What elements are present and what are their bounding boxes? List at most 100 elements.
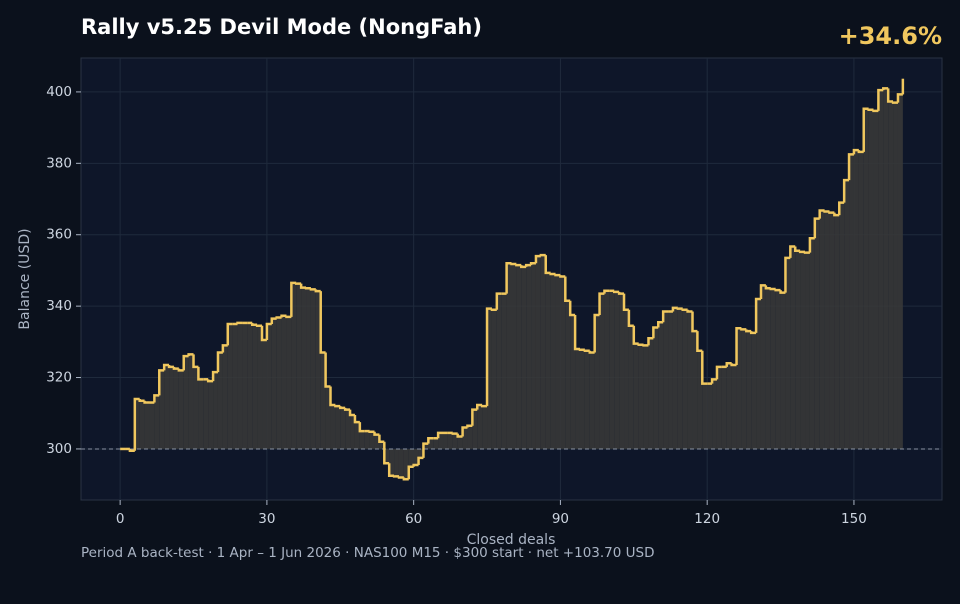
area-segment (242, 322, 248, 449)
step-segment (158, 369, 165, 396)
area-segment (589, 352, 595, 449)
area-segment (839, 202, 845, 449)
area-segment (232, 323, 238, 449)
area-segment (398, 448, 404, 478)
area-segment (535, 256, 541, 449)
area-segment (658, 322, 664, 449)
area-segment (540, 255, 546, 449)
step-segment (637, 343, 644, 346)
step-segment (309, 288, 316, 291)
area-segment (154, 395, 160, 449)
area-segment (379, 441, 385, 449)
area-segment (252, 324, 258, 449)
y-tick-label: 340 (46, 298, 72, 314)
area-segment (584, 350, 590, 449)
area-segment (403, 448, 409, 480)
step-segment (671, 306, 678, 312)
step-segment (642, 344, 649, 347)
area-segment (359, 431, 365, 449)
step-segment (451, 432, 458, 435)
area-segment (477, 405, 483, 449)
area-segment (668, 311, 673, 449)
step-segment (299, 283, 307, 289)
area-segment (384, 448, 390, 464)
area-segment (716, 366, 722, 449)
step-segment (759, 284, 766, 299)
step-segment (143, 400, 150, 404)
step-segment (696, 331, 703, 353)
step-segment (603, 289, 610, 294)
x-axis-label: Closed deals (467, 532, 556, 548)
area-segment (452, 433, 458, 449)
area-segment (555, 275, 561, 449)
area-segment (286, 316, 292, 449)
area-segment (374, 434, 380, 449)
area-segment (619, 293, 625, 449)
step-segment (549, 272, 556, 276)
step-segment (216, 351, 223, 373)
step-segment (784, 256, 791, 293)
area-segment (785, 257, 791, 449)
area-segment (795, 250, 801, 449)
area-segment (570, 315, 576, 449)
step-segment (471, 408, 478, 426)
area-segment (805, 252, 810, 449)
area-segment (350, 415, 355, 449)
y-tick-label: 380 (46, 155, 72, 171)
area-segment (516, 265, 522, 449)
area-segment (638, 344, 644, 449)
area-segment (888, 101, 894, 449)
area-segment (550, 274, 556, 449)
step-segment (397, 476, 404, 479)
step-segment (774, 288, 781, 292)
area-segment (198, 379, 204, 449)
step-segment (162, 363, 170, 371)
area-segment (628, 325, 634, 449)
step-segment (735, 327, 742, 366)
area-segment (672, 307, 678, 449)
step-segment (422, 442, 429, 458)
area-segment (306, 288, 311, 449)
step-segment (480, 404, 488, 408)
step-segment (691, 311, 698, 333)
area-segment (443, 432, 448, 449)
area-segment (853, 150, 859, 449)
area-segment (472, 409, 478, 449)
area-segment (824, 211, 830, 449)
step-segment (324, 352, 331, 388)
area-segment (354, 422, 360, 449)
step-segment (128, 448, 135, 452)
area-segment (144, 402, 150, 449)
area-segment (809, 238, 815, 449)
area-segment (413, 448, 419, 466)
step-segment (657, 320, 664, 328)
area-segment (863, 108, 869, 449)
area-segment (457, 436, 463, 449)
step-segment (197, 366, 204, 381)
step-segment (206, 379, 214, 383)
step-segment (769, 287, 776, 291)
area-segment (677, 308, 683, 449)
step-segment (524, 263, 532, 267)
step-segment (862, 107, 869, 152)
area-segment (491, 309, 497, 449)
step-segment (818, 209, 825, 219)
area-segment (257, 325, 263, 449)
step-segment (857, 150, 864, 154)
area-segment (565, 300, 571, 449)
area-segment (726, 363, 732, 449)
area-segment (692, 331, 698, 449)
step-segment (578, 348, 585, 351)
area-segment (183, 356, 189, 449)
step-segment (285, 315, 292, 319)
y-tick-label: 360 (46, 227, 72, 243)
area-segment (599, 293, 605, 449)
area-segment (276, 317, 282, 449)
step-segment (221, 344, 228, 353)
area-segment (213, 372, 218, 449)
area-segment (506, 263, 512, 449)
area-segment (237, 322, 243, 449)
step-segment (852, 148, 859, 155)
step-segment (402, 477, 409, 481)
step-segment (676, 307, 683, 310)
